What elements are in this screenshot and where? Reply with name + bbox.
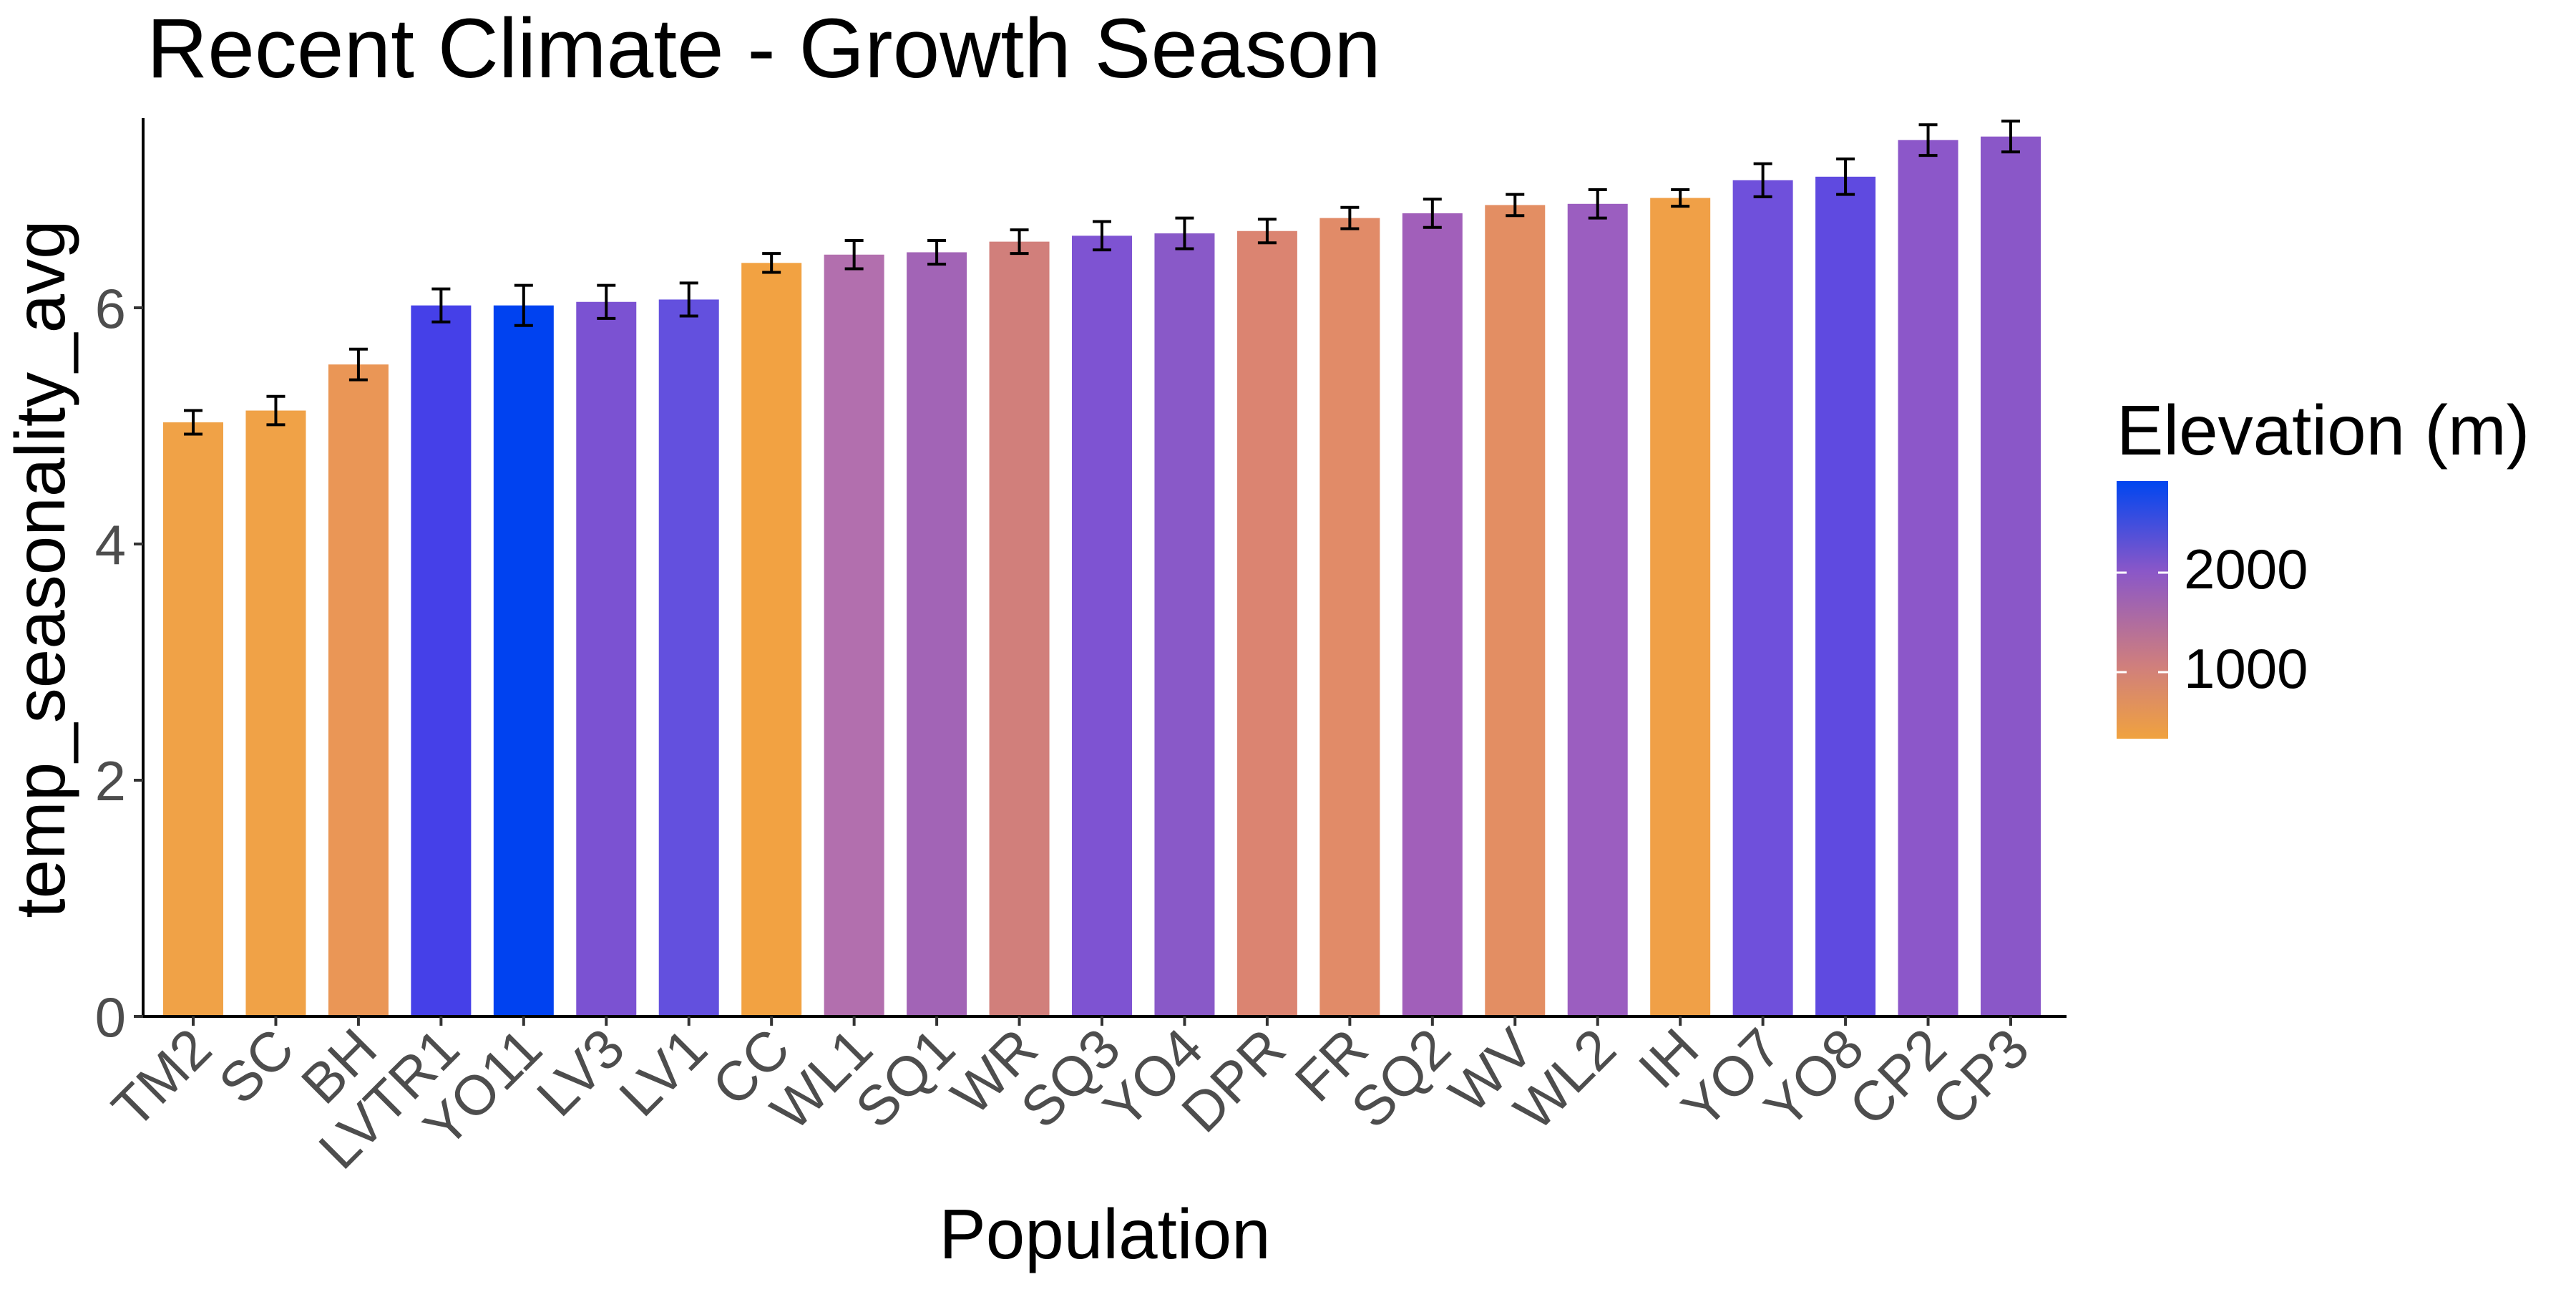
errorbar-yo11 (514, 283, 533, 327)
bar-tm2 (163, 422, 223, 1016)
y-axis-ticks: 0 2 4 6 (95, 277, 143, 1049)
y-tick-label-2: 2 (95, 749, 126, 812)
errorbar-lv3 (597, 283, 616, 320)
errorbar-lvtr1 (431, 287, 451, 324)
bar-wv (1485, 205, 1546, 1017)
bar-wl1 (824, 254, 884, 1016)
x-tick-label-wl2: WL2 (1502, 1016, 1628, 1142)
legend-label-1000: 1000 (2184, 637, 2308, 700)
errorbar-wr (1010, 228, 1029, 256)
errorbar-yo4 (1175, 216, 1194, 251)
errorbar-ih (1671, 188, 1690, 208)
bar-yo8 (1815, 176, 1876, 1017)
errorbar-sq3 (1093, 220, 1111, 252)
errorbar-sc (266, 394, 286, 427)
errorbar-cp3 (2001, 120, 2020, 154)
bar-yo11 (493, 305, 554, 1016)
legend: Elevation (m) 2000 1000 (2117, 391, 2529, 739)
bar-bh (328, 364, 389, 1016)
legend-title: Elevation (m) (2117, 391, 2529, 470)
errorbar-yo8 (1836, 157, 1855, 196)
y-tick-label-6: 6 (95, 277, 126, 340)
errorbar-cc (762, 252, 781, 274)
y-tick-label-4: 4 (95, 513, 126, 576)
bar-lv3 (576, 301, 637, 1016)
x-tick-label-sc: SC (207, 1016, 306, 1116)
bar-sq3 (1072, 235, 1132, 1017)
x-tick-label-cp3: CP3 (1920, 1016, 2041, 1138)
bar-sc (245, 410, 306, 1016)
errorbar-bh (348, 347, 368, 382)
errorbar-lv1 (679, 281, 698, 318)
errorbar-tm2 (184, 409, 203, 436)
y-axis-label: temp_seasonality_avg (1, 220, 79, 918)
errorbar-cp2 (1918, 123, 1938, 157)
chart-title: Recent Climate - Growth Season (147, 1, 1381, 96)
x-axis-label: Population (939, 1195, 1270, 1273)
bar-yo4 (1154, 233, 1215, 1016)
bar-lvtr1 (411, 305, 472, 1016)
bar-cp3 (1981, 136, 2041, 1016)
bars-group (163, 136, 2041, 1017)
errorbars-group (184, 120, 2020, 436)
errorbar-fr (1340, 205, 1360, 230)
bar-yo7 (1732, 180, 1793, 1016)
errorbar-yo7 (1753, 162, 1772, 198)
y-tick-label-0: 0 (95, 986, 126, 1049)
errorbar-dpr (1257, 218, 1277, 245)
x-axis-ticks: TM2SCBHLVTR1YO11LV3LV1CCWL1SQ1WRSQ3YO4DP… (99, 1016, 2041, 1181)
errorbar-sq1 (927, 238, 947, 266)
bar-wr (989, 241, 1050, 1017)
bar-lv1 (658, 299, 719, 1016)
errorbar-sq2 (1423, 198, 1442, 229)
bar-ih (1650, 198, 1711, 1016)
bar-wl2 (1567, 203, 1628, 1016)
bar-dpr (1236, 230, 1297, 1016)
bar-fr (1319, 218, 1380, 1017)
legend-colorbar (2117, 481, 2168, 739)
errorbar-wl2 (1588, 188, 1607, 220)
bar-cc (741, 263, 802, 1016)
bar-sq1 (907, 252, 967, 1017)
errorbar-wv (1506, 193, 1525, 218)
bar-sq2 (1402, 213, 1463, 1016)
legend-label-2000: 2000 (2184, 538, 2308, 601)
errorbar-wl1 (844, 238, 864, 271)
bar-cp2 (1898, 140, 1958, 1017)
